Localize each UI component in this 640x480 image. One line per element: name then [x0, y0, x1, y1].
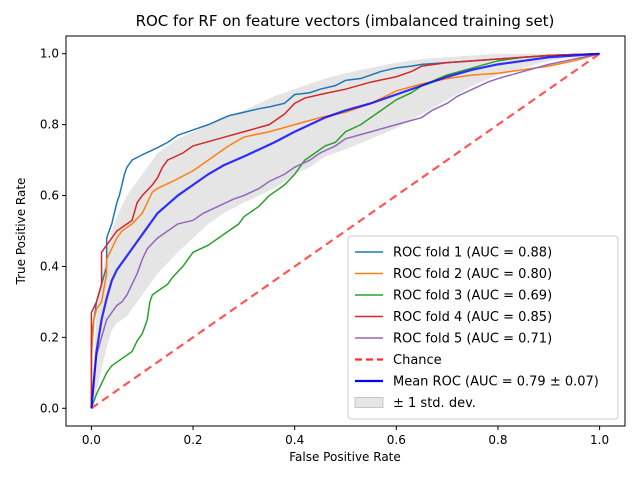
legend-swatch: [354, 397, 384, 408]
y-axis-ticks: 0.0 0.2 0.4 0.6 0.8 1.0: [40, 47, 66, 415]
x-tick-label: 0.2: [183, 433, 202, 447]
legend-label: ROC fold 1 (AUC = 0.88): [393, 246, 552, 261]
roc-fold-4-line: [90, 52, 600, 409]
x-tick-label: 1.0: [590, 433, 609, 447]
x-tick-label: 0.0: [82, 433, 101, 447]
chart-title: ROC for RF on feature vectors (imbalance…: [136, 12, 555, 30]
legend-label: ROC fold 4 (AUC = 0.85): [393, 310, 552, 325]
y-tick-label: 1.0: [40, 47, 59, 61]
std-dev-band: [91, 53, 600, 409]
y-axis-label: True Positive Rate: [14, 178, 28, 286]
x-tick-label: 0.6: [387, 433, 406, 447]
y-tick-label: 0.6: [40, 189, 59, 203]
plot-area: [90, 52, 601, 410]
y-tick-label: 0.2: [40, 330, 59, 344]
legend-box: [347, 235, 619, 420]
legend-label: ROC fold 2 (AUC = 0.80): [393, 267, 552, 282]
mean-roc-line: [90, 52, 600, 409]
legend-label: ± 1 std. dev.: [393, 396, 476, 411]
series-lines: [90, 52, 600, 409]
roc-fold-1-line: [90, 52, 600, 409]
x-tick-label: 0.4: [285, 433, 304, 447]
legend-label: ROC fold 3 (AUC = 0.69): [393, 289, 552, 304]
x-axis-label: False Positive Rate: [289, 450, 401, 464]
roc-fold-2-line: [90, 53, 600, 409]
legend: ROC fold 1 (AUC = 0.88) ROC fold 2 (AUC =…: [347, 235, 619, 420]
legend-label: Chance: [393, 353, 442, 368]
legend-label: Mean ROC (AUC = 0.79 ± 0.07): [393, 375, 599, 390]
legend-label: ROC fold 5 (AUC = 0.71): [393, 332, 552, 347]
roc-fold-5-line: [90, 52, 600, 409]
y-tick-label: 0.0: [40, 401, 59, 415]
x-axis-ticks: 0.0 0.2 0.4 0.6 0.8 1.0: [82, 426, 609, 447]
roc-fold-3-line: [90, 52, 600, 409]
axes-frame: [65, 35, 626, 427]
y-tick-label: 0.4: [40, 259, 59, 273]
y-tick-label: 0.8: [40, 118, 59, 132]
x-tick-label: 0.8: [488, 433, 507, 447]
